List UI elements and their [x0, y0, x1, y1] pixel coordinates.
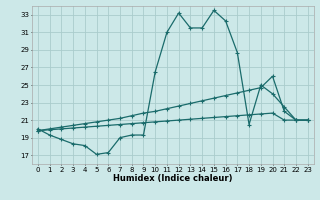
X-axis label: Humidex (Indice chaleur): Humidex (Indice chaleur) [113, 174, 233, 183]
